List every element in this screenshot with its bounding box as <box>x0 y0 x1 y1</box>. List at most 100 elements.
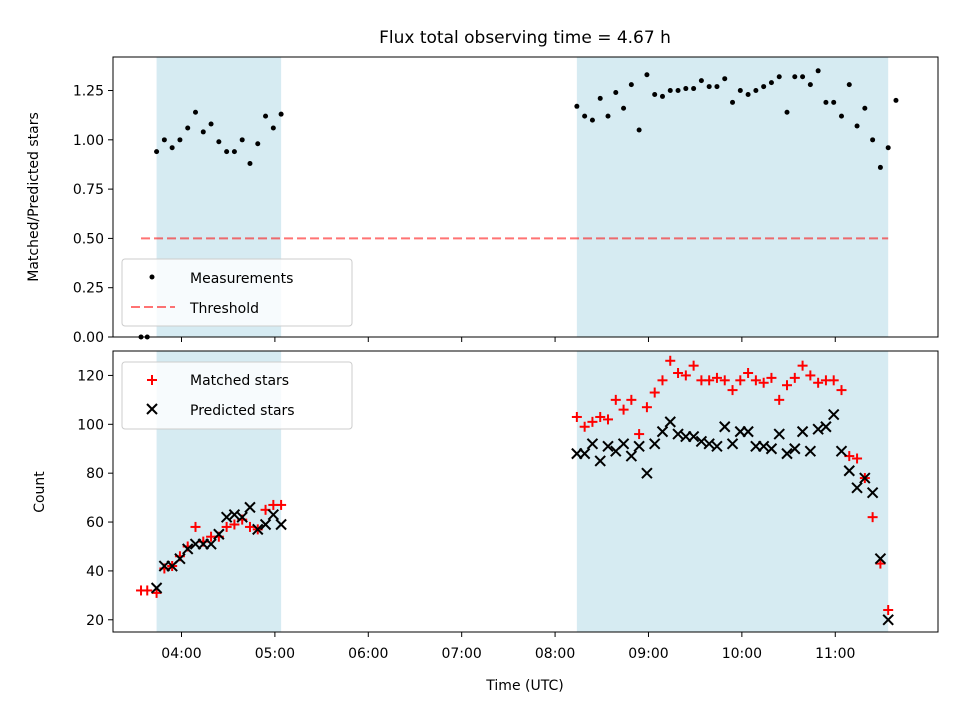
measurement-point <box>589 117 595 123</box>
matched-star-point <box>579 421 590 432</box>
predicted-star-point <box>874 552 887 565</box>
shaded-interval <box>576 351 889 632</box>
y-tick-label: 120 <box>77 368 104 384</box>
matched-star-point <box>657 375 668 386</box>
predicted-star-point <box>174 552 186 565</box>
predicted-star-point <box>672 428 684 440</box>
predicted-star-point <box>617 438 630 450</box>
measurement-point <box>761 84 767 90</box>
measurement-point <box>216 139 222 145</box>
bottom-legend-box <box>121 361 353 430</box>
measurement-point <box>675 88 681 94</box>
measurement-point <box>224 149 230 155</box>
measurement-point <box>846 82 852 88</box>
matched-star-point <box>665 355 676 366</box>
measurement-point <box>582 113 588 119</box>
matched-star-point <box>828 375 839 386</box>
predicted-star-point <box>594 455 606 467</box>
predicted-star-point <box>205 538 217 550</box>
predicted-star-point <box>859 472 871 484</box>
measurement-point <box>278 111 284 117</box>
matched-star-point <box>603 414 613 425</box>
chart-title: Flux total observing time = 4.67 h <box>379 28 671 48</box>
y-tick-label: 40 <box>86 564 104 580</box>
measurement-point <box>154 149 160 155</box>
matched-star-point <box>142 585 153 596</box>
measurement-point <box>893 97 899 103</box>
predicted-star-point <box>602 440 614 453</box>
measurement-point <box>815 68 821 74</box>
measurement-point <box>730 99 736 105</box>
matched-star-point <box>229 519 240 530</box>
matched-star-point <box>867 512 878 523</box>
matched-star-point <box>875 558 886 569</box>
predicted-star-point <box>182 543 194 555</box>
measurement-point <box>768 80 774 86</box>
y-tick-label: 80 <box>86 466 104 482</box>
predicted-star-point <box>835 445 848 457</box>
predicted-star-point <box>695 435 708 448</box>
measurement-point <box>722 76 728 82</box>
matched-star-point <box>727 385 738 396</box>
y-tick-label: 20 <box>86 613 104 629</box>
predicted-star-point <box>275 518 287 531</box>
predicted-star-point <box>726 438 739 450</box>
measurement-point <box>823 99 829 105</box>
predicted-star-point <box>236 511 248 523</box>
predicted-star-point <box>866 487 879 499</box>
measurement-point <box>807 82 813 88</box>
measurement-points <box>138 68 899 340</box>
x-tick-label: 11:00 <box>815 646 855 662</box>
matched-star-point <box>610 394 621 405</box>
measurement-point <box>885 145 891 151</box>
predicted-stars-points <box>150 408 894 626</box>
predicted-star-point <box>804 445 817 457</box>
measurement-point <box>231 149 237 155</box>
x-tick-label: 08:00 <box>535 646 575 662</box>
x-tick-label: 04:00 <box>161 646 201 662</box>
top-legend: Measurements Threshold <box>121 258 353 327</box>
measurement-point <box>200 129 206 135</box>
measurement-point <box>208 121 214 127</box>
predicted-star-point <box>259 518 272 531</box>
predicted-star-point <box>578 447 591 460</box>
predicted-star-point <box>765 443 778 455</box>
matched-star-point <box>587 416 598 427</box>
y-tick-label: 0.25 <box>73 281 104 297</box>
measurement-point <box>169 145 175 151</box>
bottom-y-axis-label: Count <box>32 471 48 513</box>
matched-star-point <box>711 372 722 383</box>
top-y-axis-label: Matched/Predicted stars <box>26 112 42 282</box>
x-tick-label: 05:00 <box>255 646 295 662</box>
matched-star-point <box>571 411 582 422</box>
measurement-point <box>659 93 665 99</box>
matched-star-point <box>774 394 785 405</box>
predicted-star-point <box>796 425 809 438</box>
matched-star-point <box>673 367 684 378</box>
predicted-star-point <box>781 447 793 460</box>
matched-star-point <box>782 380 793 391</box>
matched-star-point <box>789 372 800 383</box>
matched-star-point <box>221 521 232 532</box>
y-tick-label: 0.50 <box>73 231 104 247</box>
measurement-point <box>193 109 198 115</box>
y-tick-label: 1.25 <box>73 84 104 100</box>
matched-star-point <box>151 587 162 598</box>
matched-star-point <box>618 404 629 415</box>
measurement-point <box>263 113 269 119</box>
predicted-star-point <box>664 416 676 428</box>
matched-star-point <box>743 367 754 378</box>
matched-star-point <box>750 375 761 386</box>
measurement-point <box>877 164 883 170</box>
matched-star-point <box>244 521 255 532</box>
predicted-star-point <box>687 430 700 443</box>
predicted-star-point <box>220 511 233 523</box>
legend-matched-label: Matched stars <box>190 373 289 389</box>
measurement-point <box>706 84 712 90</box>
predicted-star-point <box>742 425 754 438</box>
measurement-point <box>644 72 650 78</box>
predicted-star-point <box>812 423 824 435</box>
predicted-star-point <box>711 440 723 453</box>
measurement-point <box>691 86 697 92</box>
measurement-point <box>255 141 261 147</box>
